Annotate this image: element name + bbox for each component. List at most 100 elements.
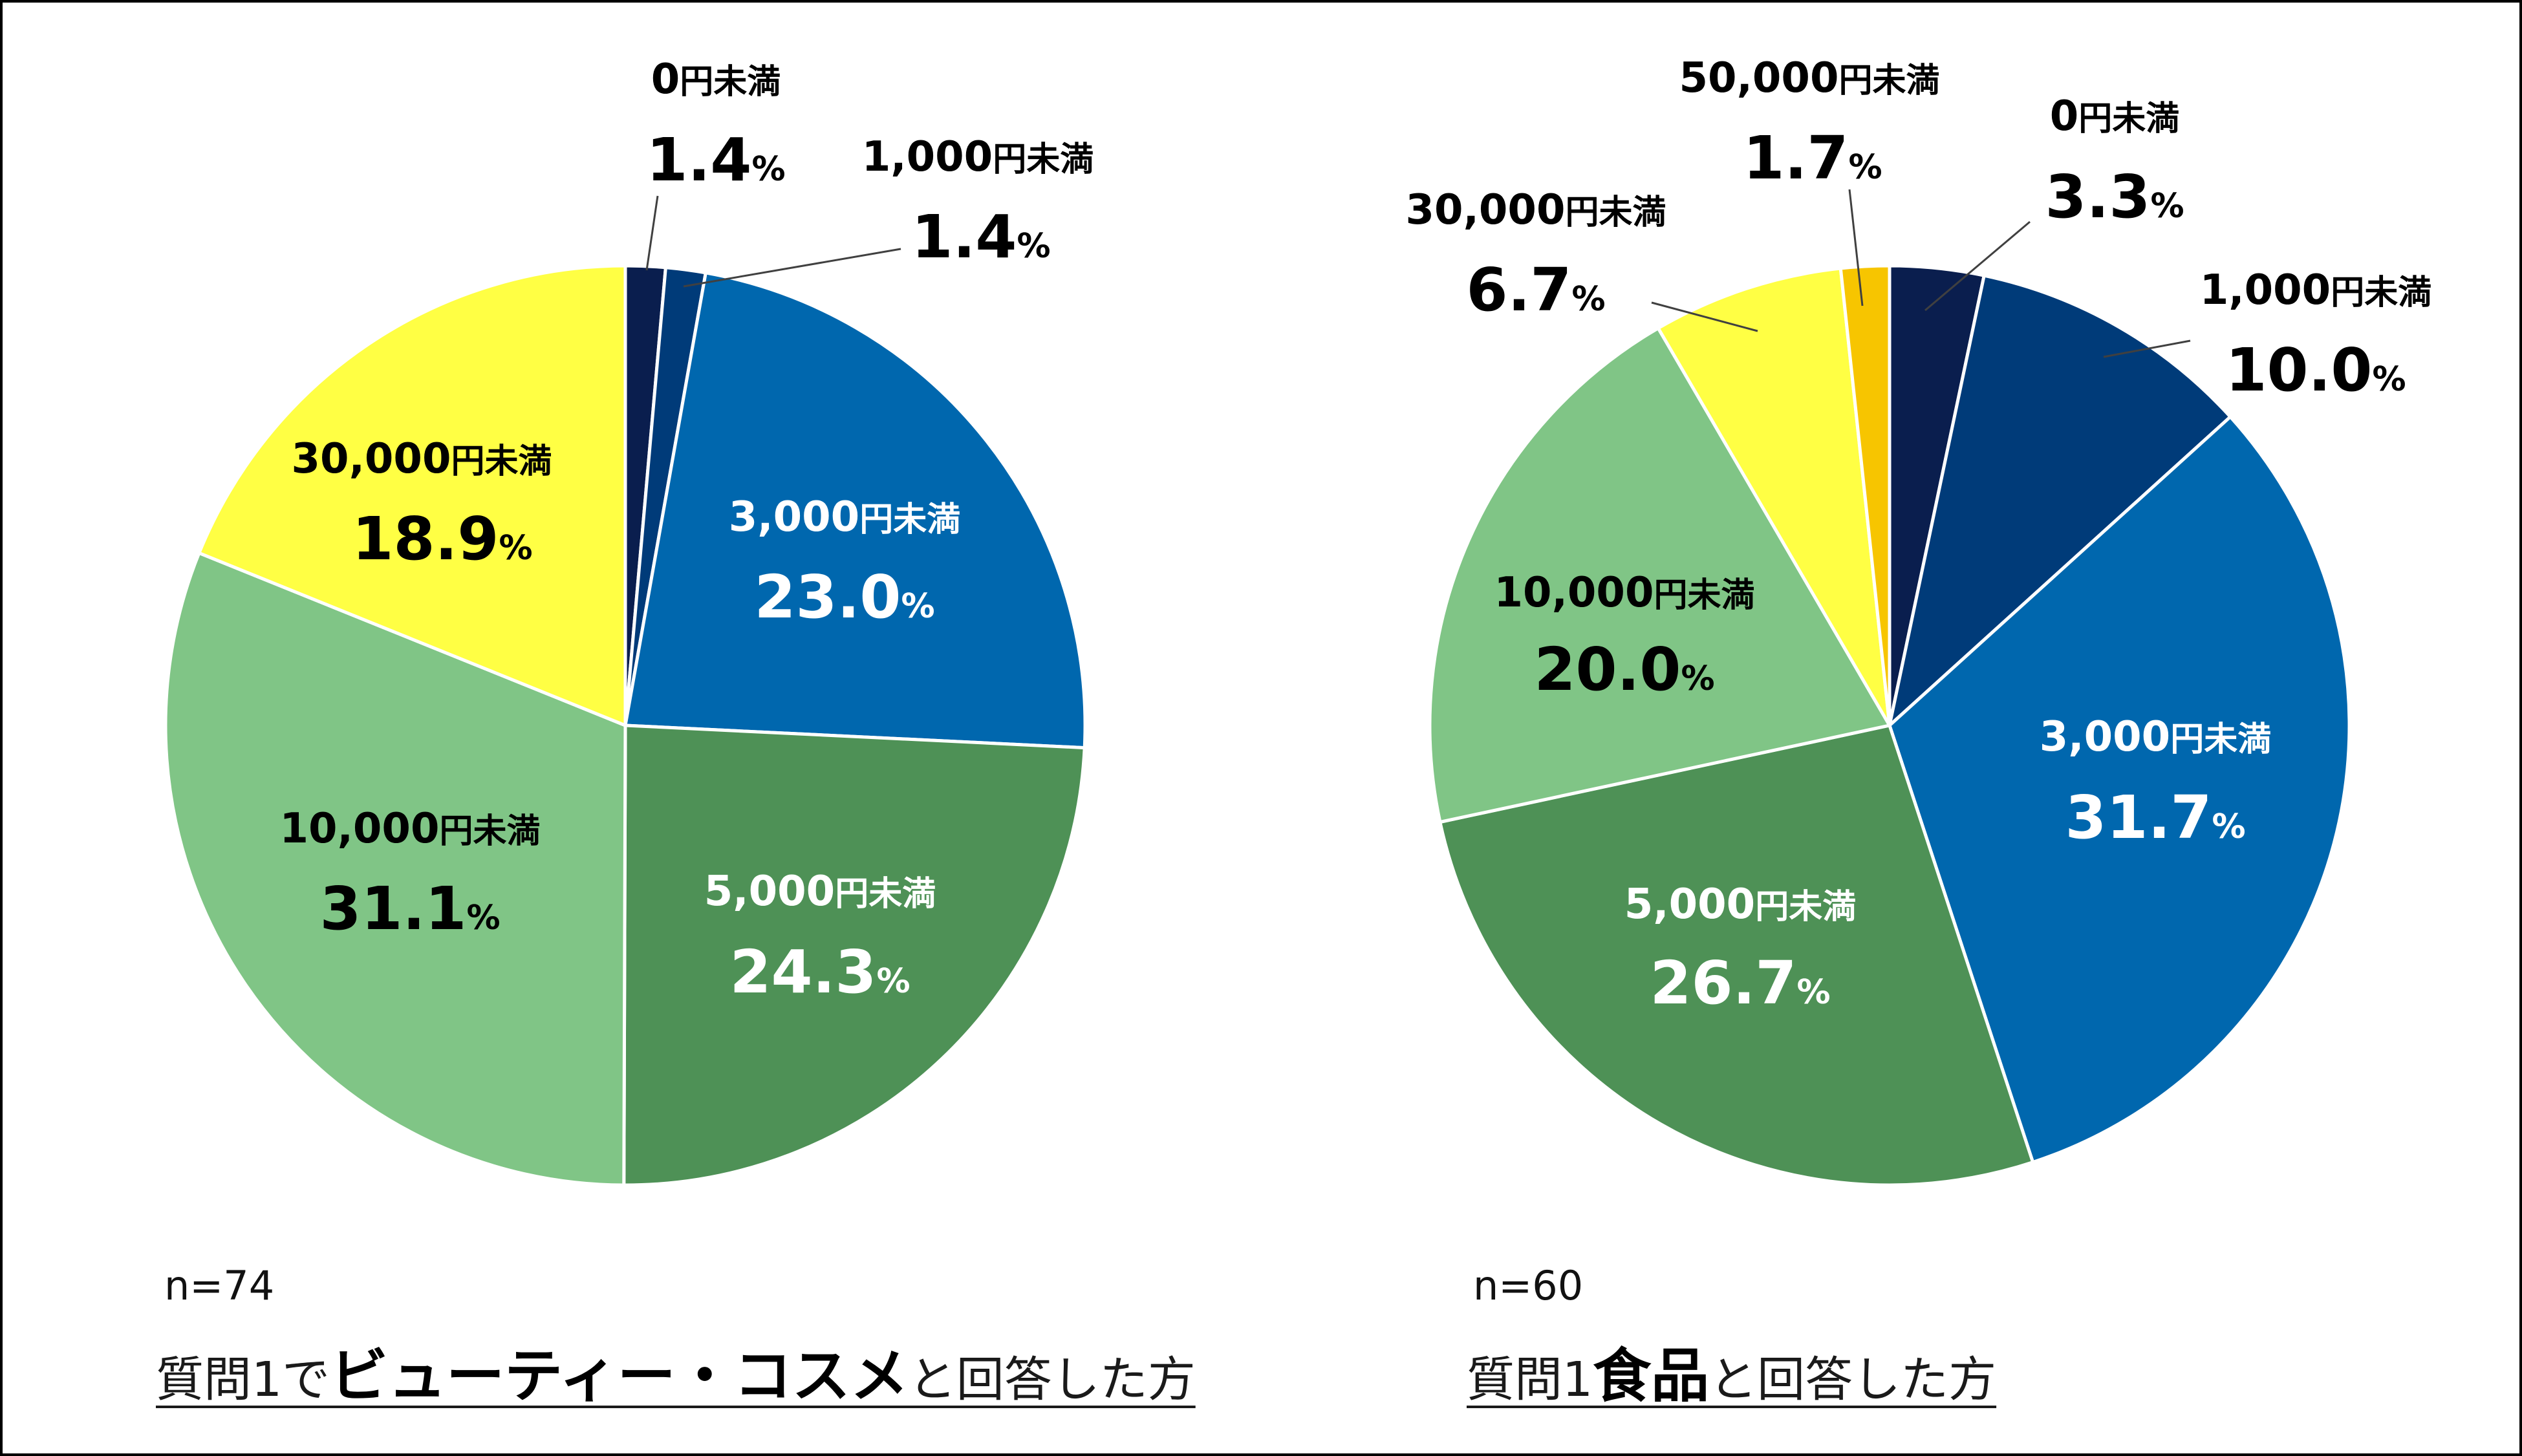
beauty-pie-slices bbox=[164, 264, 1087, 1187]
pct-value: 3.3 bbox=[2045, 162, 2150, 231]
food-slice-7 bbox=[1838, 264, 1891, 727]
food-leader-lt1000 bbox=[2103, 339, 2191, 358]
food-pct-lt50000: 1.7% bbox=[1743, 123, 1882, 193]
beauty-cat-lt30000: 30,000円未満 bbox=[292, 435, 552, 483]
pct-value: 24.3 bbox=[729, 937, 876, 1007]
food-slice-2 bbox=[1888, 273, 2232, 727]
beauty-pct-lt30000: 18.9% bbox=[352, 504, 532, 573]
food-caption: 質問1食品と回答した方 bbox=[1467, 1342, 1996, 1410]
label-amount: 1,000 bbox=[2200, 266, 2331, 314]
pct-value: 18.9 bbox=[352, 504, 499, 573]
beauty-caption: 質問1でビューティー・コスメと回答した方 bbox=[156, 1342, 1196, 1410]
food-pie-chart: 0円未満 3.3% 1,000円未満 10.0% 3,000円未満 31.7% … bbox=[1406, 54, 2432, 1410]
beauty-leader-lt1000 bbox=[683, 248, 901, 288]
caption-pre: 質問1で bbox=[156, 1352, 330, 1408]
food-cat-lt50000: 50,000円未満 bbox=[1679, 54, 1940, 102]
food-slice-5 bbox=[1428, 327, 1891, 824]
pct-unit: % bbox=[1017, 227, 1050, 266]
label-suffix: 円未満 bbox=[2170, 720, 2271, 759]
food-pct-lt10000: 20.0% bbox=[1534, 635, 1714, 704]
beauty-pct-lt0: 1.4% bbox=[646, 125, 785, 195]
label-suffix: 円未満 bbox=[451, 442, 552, 481]
pct-value: 1.4 bbox=[911, 202, 1017, 272]
food-cat-lt3000: 3,000円未満 bbox=[2040, 713, 2271, 761]
label-amount: 10,000 bbox=[280, 805, 440, 853]
label-amount: 3,000 bbox=[729, 493, 859, 541]
food-sample-size: n=60 bbox=[1473, 1262, 1583, 1309]
beauty-pct-lt5000: 24.3% bbox=[729, 937, 910, 1007]
label-amount: 5,000 bbox=[1624, 881, 1755, 928]
beauty-slice-6 bbox=[197, 264, 627, 727]
food-leader-lt30000 bbox=[1651, 301, 1758, 332]
beauty-leader-lt0 bbox=[645, 195, 659, 271]
label-amount: 1,000 bbox=[862, 133, 993, 181]
beauty-cat-lt5000: 5,000円未満 bbox=[704, 868, 936, 915]
beauty-slice-3 bbox=[623, 271, 1087, 750]
pct-value: 26.7 bbox=[1650, 948, 1796, 1018]
label-suffix: 円未満 bbox=[680, 63, 781, 102]
food-slice-4 bbox=[1438, 723, 2035, 1187]
food-slice-6 bbox=[1656, 266, 1891, 727]
pct-value: 10.0 bbox=[2225, 336, 2372, 405]
food-cat-lt5000: 5,000円未満 bbox=[1624, 881, 1856, 928]
label-suffix: 円未満 bbox=[993, 140, 1094, 179]
pct-value: 6.7 bbox=[1466, 255, 1571, 325]
food-cat-lt10000: 10,000円未満 bbox=[1494, 569, 1755, 617]
label-suffix: 円未満 bbox=[835, 875, 936, 914]
label-suffix: 円未満 bbox=[1838, 61, 1939, 100]
pct-unit: % bbox=[1796, 973, 1830, 1012]
beauty-slice-4 bbox=[622, 723, 1086, 1187]
label-amount: 50,000 bbox=[1679, 54, 1839, 102]
food-pct-lt0: 3.3% bbox=[2045, 162, 2184, 231]
food-pct-lt1000: 10.0% bbox=[2225, 336, 2406, 405]
caption-pre: 質問1 bbox=[1467, 1352, 1593, 1408]
food-pct-lt5000: 26.7% bbox=[1650, 948, 1830, 1018]
label-suffix: 円未満 bbox=[1565, 193, 1666, 232]
label-amount: 30,000 bbox=[292, 435, 451, 483]
pct-unit: % bbox=[751, 150, 785, 189]
pct-value: 23.0 bbox=[754, 562, 901, 632]
label-suffix: 円未満 bbox=[2331, 273, 2431, 312]
pct-value: 1.4 bbox=[646, 125, 751, 195]
beauty-cat-lt1000: 1,000円未満 bbox=[862, 133, 1094, 181]
pct-unit: % bbox=[1848, 148, 1882, 187]
label-suffix: 円未満 bbox=[2078, 100, 2179, 138]
beauty-cat-lt3000: 3,000円未満 bbox=[729, 493, 960, 541]
caption-post: と回答した方 bbox=[909, 1352, 1196, 1408]
food-cat-lt30000: 30,000円未満 bbox=[1406, 186, 1666, 234]
label-suffix: 円未満 bbox=[859, 500, 960, 539]
label-amount: 10,000 bbox=[1494, 569, 1654, 617]
beauty-pct-lt3000: 23.0% bbox=[754, 562, 934, 632]
label-amount: 0 bbox=[651, 56, 680, 103]
pct-value: 20.0 bbox=[1534, 635, 1681, 704]
pct-unit: % bbox=[1681, 659, 1714, 698]
food-leader-lt0 bbox=[1924, 220, 2031, 312]
food-pie-slices bbox=[1428, 264, 2351, 1187]
beauty-pct-lt10000: 31.1% bbox=[319, 874, 500, 943]
beauty-cat-lt10000: 10,000円未満 bbox=[280, 805, 541, 853]
caption-emphasis: 食品 bbox=[1593, 1342, 1709, 1410]
label-amount: 30,000 bbox=[1406, 186, 1566, 234]
label-amount: 5,000 bbox=[704, 868, 835, 915]
label-suffix: 円未満 bbox=[439, 812, 540, 851]
food-slice-3 bbox=[1888, 415, 2351, 1164]
caption-post: と回答した方 bbox=[1709, 1352, 1996, 1408]
pct-unit: % bbox=[876, 962, 910, 1001]
food-pct-lt30000: 6.7% bbox=[1466, 255, 1605, 325]
pct-value: 31.1 bbox=[319, 874, 466, 943]
food-cat-lt1000: 1,000円未満 bbox=[2200, 266, 2431, 314]
label-suffix: 円未満 bbox=[1755, 888, 1856, 926]
beauty-slice-5 bbox=[164, 551, 627, 1187]
pct-unit: % bbox=[2212, 808, 2245, 846]
pct-value: 31.7 bbox=[2065, 783, 2212, 852]
beauty-pie-chart: 0円未満 1.4% 1,000円未満 1.4% 3,000円未満 23.0% 5… bbox=[156, 56, 1196, 1410]
pct-unit: % bbox=[2150, 187, 2184, 226]
pct-unit: % bbox=[2372, 360, 2406, 399]
beauty-pct-lt1000: 1.4% bbox=[911, 202, 1050, 272]
pct-unit: % bbox=[1571, 280, 1605, 319]
caption-emphasis: ビューティー・コスメ bbox=[330, 1342, 909, 1410]
label-suffix: 円未満 bbox=[1654, 576, 1754, 615]
label-amount: 0 bbox=[2050, 92, 2079, 140]
